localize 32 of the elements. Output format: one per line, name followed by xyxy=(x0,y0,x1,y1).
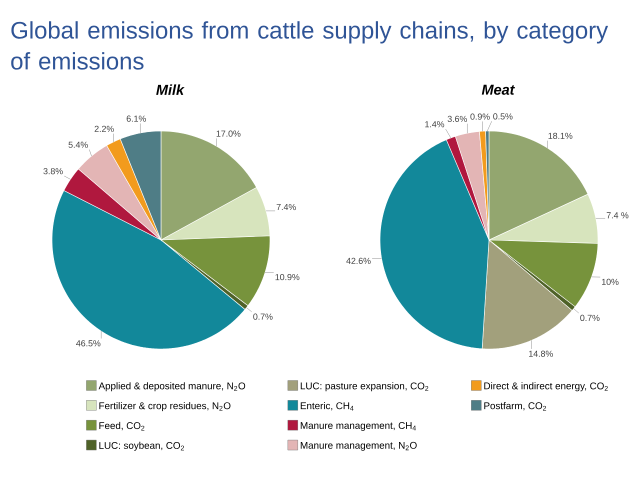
data-label: 3.6% xyxy=(448,116,467,122)
data-label: 7.4% xyxy=(276,204,296,210)
data-label: 0.9% xyxy=(470,114,490,120)
legend-label: LUC: soybean, CO$_{2}$ xyxy=(99,442,184,451)
data-label: 18.1% xyxy=(548,132,572,139)
data-label: 3.8% xyxy=(43,168,63,174)
legend-label: Fertilizer & crop residues, N$_{2}$O xyxy=(99,402,230,412)
data-label: 6.1% xyxy=(126,116,146,122)
slice-label: Meat xyxy=(482,84,515,95)
data-label: 1.4% xyxy=(425,121,444,128)
data-label: 10.9% xyxy=(276,274,300,280)
data-label: 46.5% xyxy=(76,340,100,346)
legend-label: Manure management, CH$_{4}$ xyxy=(300,422,416,431)
data-label: 0.5% xyxy=(493,113,513,120)
data-label: 2.2% xyxy=(94,126,114,132)
slice-label: Milk xyxy=(156,84,185,95)
legend-label: Applied & deposited manure, N$_{2}$O xyxy=(98,382,246,392)
legend-label: LUC: pasture expansion, CO$_{2}$ xyxy=(300,382,428,392)
legend-label: Enteric, CH$_{4}$ xyxy=(300,402,354,411)
data-label: 17.0% xyxy=(216,130,240,137)
data-label: 14.8% xyxy=(529,350,553,357)
data-label: 42.6% xyxy=(346,258,371,264)
data-label: 0.7% xyxy=(253,314,273,320)
data-label: 7.4 % xyxy=(606,212,628,218)
legend-label: Feed, CO$_{2}$ xyxy=(99,422,144,430)
legend-label: Manure management, N$_{2}$O xyxy=(300,442,417,451)
chart-title: Global emissions from cattle supply chains, by category of emissions xyxy=(11,21,608,70)
data-label: 10% xyxy=(602,278,619,285)
data-label: 5.4% xyxy=(68,142,88,148)
legend-label: Direct & indirect energy, CO$_{2}$ xyxy=(484,382,608,392)
legend-label: Postfarm, CO$_{2}$ xyxy=(484,402,546,411)
data-label: 0.7% xyxy=(580,314,600,321)
